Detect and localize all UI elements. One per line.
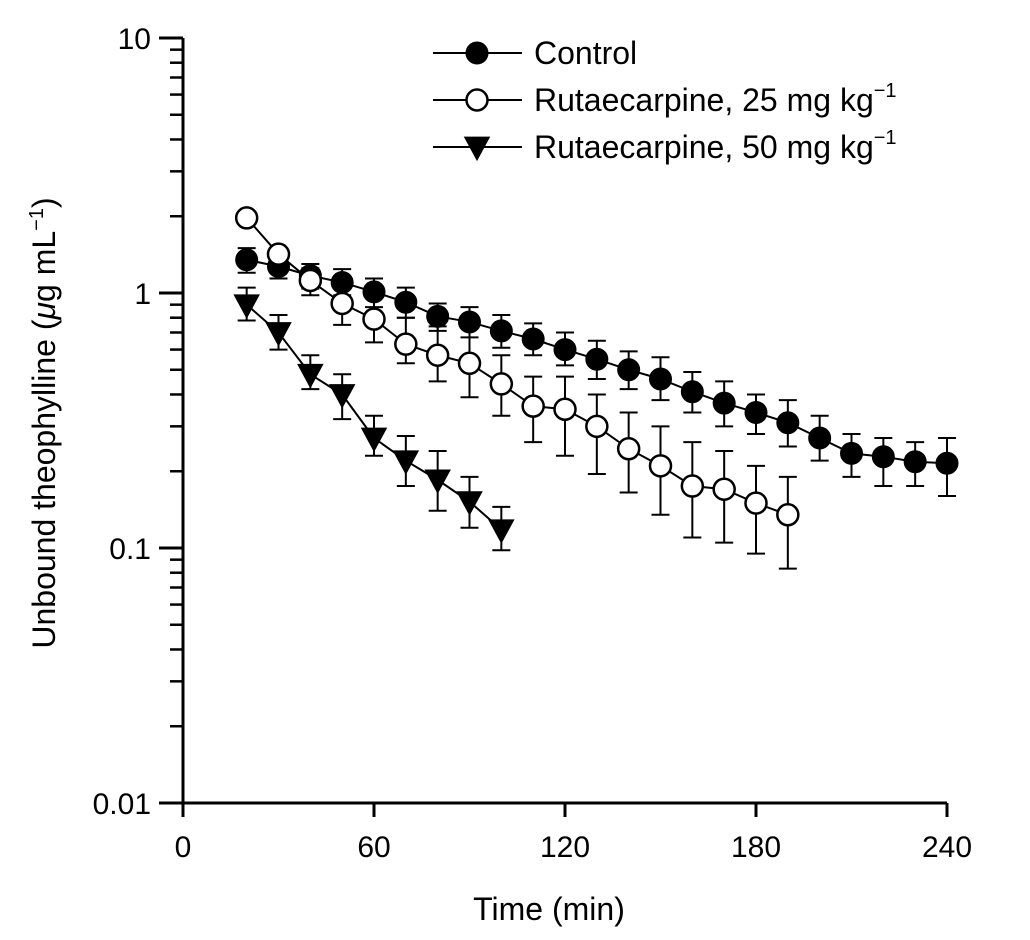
- y-tick-label: 1: [134, 278, 151, 311]
- data-point: [585, 347, 609, 371]
- data-point: [776, 503, 800, 527]
- data-point: [744, 400, 768, 424]
- data-point: [712, 477, 736, 501]
- data-point: [235, 248, 259, 272]
- series-3: [233, 286, 515, 552]
- legend-item-2: Rutaecarpine, 25 mg kg−1: [433, 80, 897, 118]
- x-tick-label: 240: [922, 831, 972, 864]
- data-point: [394, 290, 418, 314]
- data-point: [521, 394, 545, 418]
- legend-marker: [465, 41, 489, 65]
- data-point: [297, 363, 324, 389]
- data-point: [712, 391, 736, 415]
- x-tick-label: 120: [540, 831, 590, 864]
- data-point: [680, 380, 704, 404]
- data-point: [489, 372, 514, 396]
- data-point: [233, 294, 260, 319]
- data-point: [616, 437, 641, 461]
- x-tick-label: 180: [731, 831, 781, 864]
- legend-item-3: Rutaecarpine, 50 mg kg−1: [433, 127, 897, 165]
- data-point: [776, 411, 800, 435]
- x-tick-label: 0: [175, 831, 192, 864]
- x-axis-title: Time (min): [473, 891, 625, 927]
- data-point: [457, 351, 482, 376]
- data-point: [680, 474, 705, 498]
- legend: Control Rutaecarpine, 25 mg kg−1 Rutaecarp…: [433, 35, 897, 165]
- data-point: [456, 491, 483, 516]
- data-point: [330, 291, 354, 316]
- legend-marker: [465, 88, 489, 112]
- data-point: [426, 304, 450, 328]
- data-point: [489, 319, 513, 343]
- series-line: [245, 217, 789, 516]
- data-point: [234, 206, 259, 230]
- data-point: [488, 519, 515, 544]
- data-point: [648, 454, 673, 478]
- y-tick-label: 10: [118, 23, 151, 56]
- data-point: [521, 327, 545, 351]
- legend-label: Rutaecarpine, 50 mg kg−1: [534, 127, 897, 165]
- data-point: [744, 491, 768, 515]
- series-layer: [233, 206, 959, 570]
- data-point: [553, 338, 577, 362]
- data-point: [392, 450, 420, 475]
- data-point: [298, 268, 323, 293]
- legend-marker: [463, 136, 491, 162]
- y-axis-title: Unbound theophylline (μg mL−1): [26, 197, 62, 648]
- data-point: [265, 322, 292, 347]
- data-point: [871, 445, 895, 469]
- data-point: [394, 332, 418, 356]
- data-point: [903, 450, 927, 474]
- legend-label: Rutaecarpine, 25 mg kg−1: [534, 80, 897, 118]
- y-tick-label: 0.01: [93, 788, 151, 821]
- legend-label: Control: [534, 35, 637, 71]
- series-2: [234, 206, 800, 570]
- data-point: [362, 307, 386, 331]
- data-point: [424, 469, 451, 495]
- data-point: [617, 358, 641, 382]
- data-point: [425, 343, 450, 368]
- data-point: [649, 367, 672, 391]
- data-point: [266, 242, 291, 266]
- data-point: [585, 414, 609, 439]
- data-point: [808, 426, 832, 450]
- data-point: [328, 384, 356, 409]
- data-point: [840, 441, 863, 465]
- axes: 0 60 120 180 240 0.01 0.1 1 10: [93, 23, 972, 864]
- x-tick-label: 60: [357, 831, 390, 864]
- legend-item-1: Control: [433, 35, 637, 71]
- data-point: [360, 427, 388, 453]
- y-tick-label: 0.1: [109, 533, 151, 566]
- data-point: [553, 397, 577, 422]
- data-point: [935, 451, 959, 475]
